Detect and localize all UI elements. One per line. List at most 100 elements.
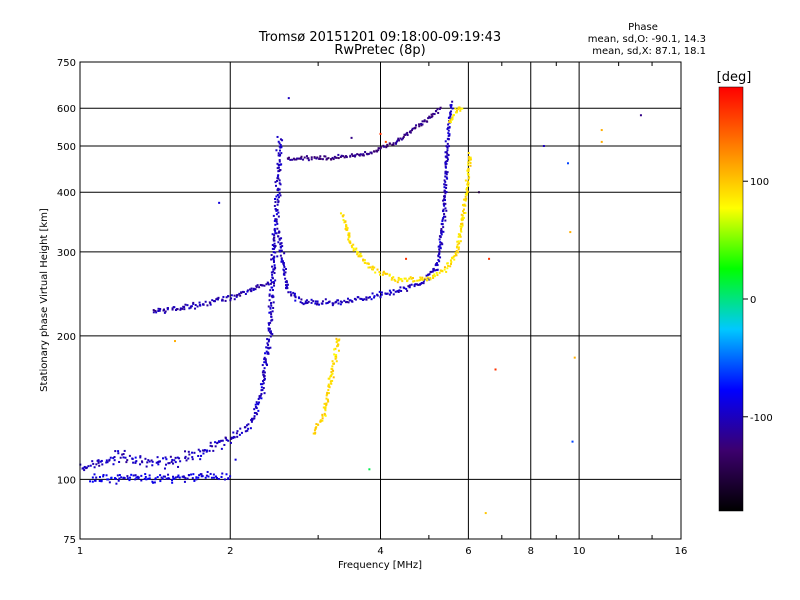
data-point: [406, 279, 409, 282]
data-point: [307, 157, 310, 160]
data-point: [269, 302, 272, 305]
data-point: [397, 276, 400, 279]
data-point: [280, 146, 283, 149]
data-point: [331, 368, 334, 371]
data-point: [428, 116, 431, 119]
data-point: [315, 423, 318, 426]
data-point: [280, 152, 283, 155]
data-point: [405, 257, 408, 260]
data-point: [273, 246, 276, 249]
data-point: [349, 154, 352, 157]
data-point: [459, 240, 462, 243]
data-point: [123, 477, 126, 480]
data-point: [144, 475, 147, 478]
data-point: [272, 247, 275, 250]
data-point: [240, 291, 243, 294]
data-point: [443, 183, 446, 186]
data-point: [418, 123, 421, 126]
data-point: [432, 277, 435, 280]
data-point: [278, 249, 281, 252]
data-point: [278, 145, 281, 148]
data-point: [263, 375, 266, 378]
data-point: [173, 340, 176, 343]
data-point: [446, 152, 449, 155]
data-point: [349, 242, 352, 245]
data-point: [542, 144, 545, 147]
data-point: [279, 138, 282, 141]
data-point: [278, 163, 281, 166]
data-point: [312, 300, 315, 303]
data-point: [334, 357, 337, 360]
data-point: [287, 156, 290, 159]
data-point: [444, 161, 447, 164]
data-point: [273, 219, 276, 222]
data-point: [157, 460, 160, 463]
data-point: [326, 157, 329, 160]
data-point: [398, 289, 401, 292]
data-point: [447, 126, 450, 129]
data-point: [314, 431, 317, 434]
data-point: [451, 116, 454, 119]
data-point: [139, 463, 142, 466]
data-point: [93, 466, 96, 469]
data-point: [399, 286, 402, 289]
data-point: [268, 323, 271, 326]
data-point: [365, 298, 368, 301]
data-point: [215, 298, 218, 301]
data-point: [191, 458, 194, 461]
data-point: [405, 287, 408, 290]
data-point: [379, 295, 382, 298]
data-point: [354, 154, 357, 157]
data-point: [337, 299, 340, 302]
data-point: [467, 163, 470, 166]
data-point: [126, 459, 129, 462]
data-point: [140, 479, 143, 482]
data-point: [441, 218, 444, 221]
data-point: [337, 349, 340, 352]
data-point: [447, 129, 450, 132]
data-point: [351, 246, 354, 249]
data-point: [332, 376, 335, 379]
data-point: [277, 177, 280, 180]
data-point: [105, 461, 108, 464]
y-axis-label: Stationary phase Virtual Height [km]: [39, 208, 50, 392]
data-point: [354, 155, 357, 158]
data-point: [325, 403, 328, 406]
data-point: [286, 283, 289, 286]
data-point: [421, 123, 424, 126]
data-point: [235, 294, 238, 297]
data-point: [445, 186, 448, 189]
data-point: [157, 309, 160, 312]
chart-title: Tromsø 20151201 09:18:00-09:19:43: [258, 30, 501, 45]
data-point: [273, 234, 276, 237]
data-point: [140, 474, 143, 477]
data-point: [283, 273, 286, 276]
data-point: [173, 459, 176, 462]
data-point: [287, 291, 290, 294]
data-point: [461, 203, 464, 206]
data-point: [207, 475, 210, 478]
data-point: [284, 277, 287, 280]
data-point: [363, 298, 366, 301]
data-point: [314, 300, 317, 303]
data-point: [255, 401, 258, 404]
data-point: [429, 276, 432, 279]
data-point: [460, 222, 463, 225]
data-point: [120, 476, 123, 479]
data-point: [385, 146, 388, 149]
data-point: [397, 290, 400, 293]
data-point: [335, 337, 338, 340]
data-point: [443, 186, 446, 189]
data-point: [257, 409, 260, 412]
data-point: [302, 158, 305, 161]
data-point: [263, 361, 266, 364]
data-point: [256, 402, 259, 405]
data-point: [270, 286, 273, 289]
data-point: [378, 290, 381, 293]
data-point: [114, 477, 117, 480]
data-point: [437, 258, 440, 261]
data-point: [278, 142, 281, 145]
data-point: [250, 290, 253, 293]
data-point: [332, 369, 335, 372]
data-point: [446, 142, 449, 145]
